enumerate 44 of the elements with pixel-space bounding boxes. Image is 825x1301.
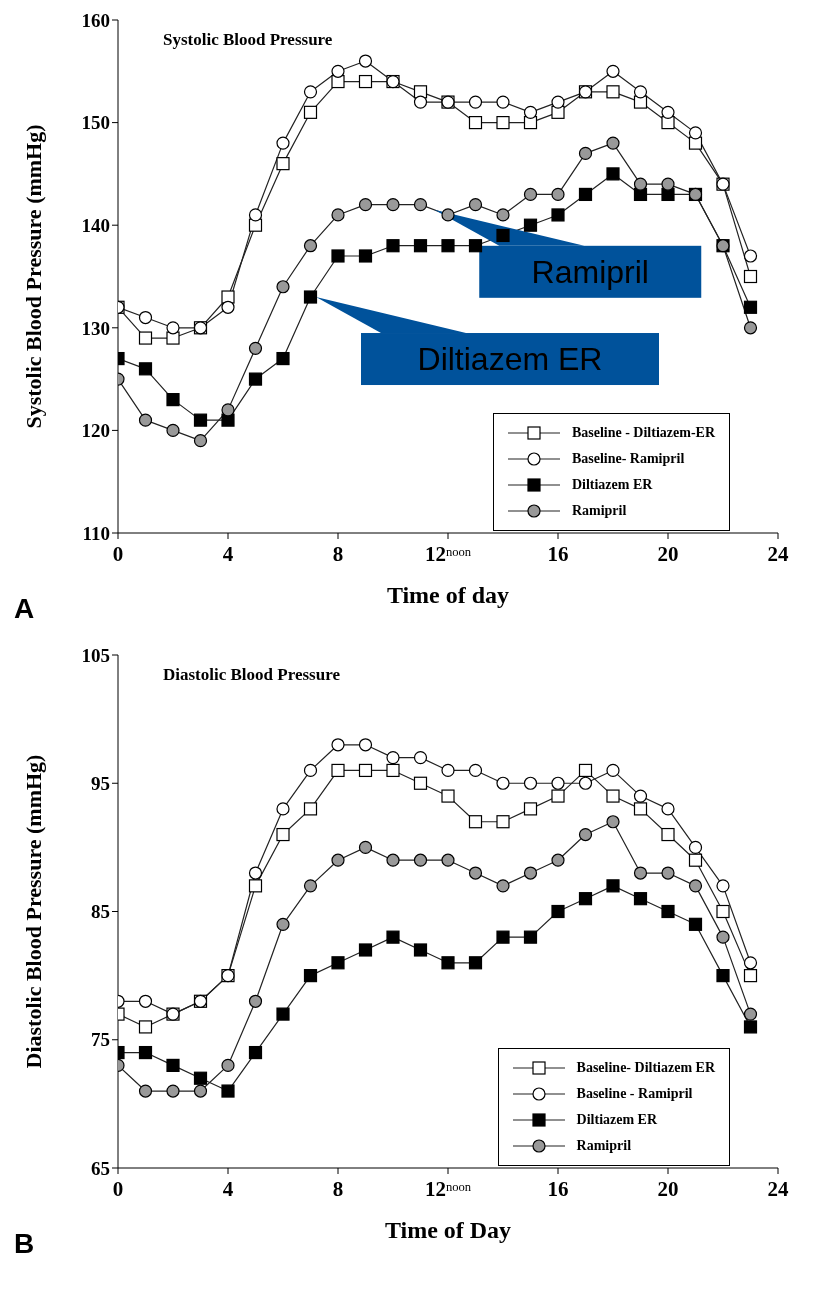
y-tick-label: 65 xyxy=(91,1157,110,1179)
legend-label: Baseline - Ramipril xyxy=(576,1086,693,1102)
x-tick-label: 24 xyxy=(767,542,789,566)
text: Systolic Blood Pressure xyxy=(163,30,333,50)
x-tick-label: 16 xyxy=(547,1177,569,1201)
legend-label: Ramipril xyxy=(576,1138,632,1154)
x-tick-label: 12$^{noon}$ xyxy=(424,1177,472,1201)
legend-label: Baseline- Ramipril xyxy=(571,451,685,467)
y-tick-label: 85 xyxy=(91,901,110,923)
y-tick-label: 95 xyxy=(91,772,110,794)
legend-label: Diltiazem ER xyxy=(576,1112,658,1128)
y-tick-label: 130 xyxy=(81,317,110,339)
x-axis-title: Time of Day xyxy=(384,1217,512,1243)
legend-label: Baseline- Diltiazem ER xyxy=(576,1060,715,1076)
y-axis-title: Systolic Blood Pressure (mmHg) xyxy=(20,124,46,429)
y-tick-label: 110 xyxy=(82,522,110,544)
x-tick-label: 0 xyxy=(112,542,124,566)
legend-label: Baseline - Diltiazem-ER xyxy=(571,425,715,441)
annotation: Diltiazem ER xyxy=(417,341,603,378)
legend-label: Ramipril xyxy=(571,503,627,519)
y-tick-label: 105 xyxy=(81,644,110,666)
x-tick-label: 8 xyxy=(332,542,344,566)
annotation: Ramipril xyxy=(531,253,649,290)
y-tick-label: 140 xyxy=(81,214,110,236)
x-tick-label: 20 xyxy=(657,542,679,566)
x-tick-label: 20 xyxy=(657,1177,679,1201)
y-tick-label: 120 xyxy=(81,420,110,442)
callout-box: Ramipril xyxy=(434,209,702,298)
x-tick-label: 4 xyxy=(222,1177,234,1201)
y-tick-label: 150 xyxy=(81,112,110,134)
x-tick-label: 0 xyxy=(112,1177,124,1201)
x-tick-label: 16 xyxy=(547,542,569,566)
x-tick-label: 4 xyxy=(222,542,234,566)
x-axis-title: Time of day xyxy=(386,582,510,608)
text: A xyxy=(14,593,35,625)
y-tick-label: 160 xyxy=(81,9,110,31)
x-tick-label: 12$^{noon}$ xyxy=(424,542,472,566)
x-tick-label: 8 xyxy=(332,1177,344,1201)
x-tick-label: 24 xyxy=(767,1177,789,1201)
y-axis-title: Diastolic Blood Pressure (mmHg) xyxy=(20,754,46,1069)
y-tick-label: 75 xyxy=(91,1029,110,1051)
text: B xyxy=(14,1228,35,1260)
legend-label: Diltiazem ER xyxy=(571,477,653,493)
text: Diastolic Blood Pressure xyxy=(163,665,340,685)
